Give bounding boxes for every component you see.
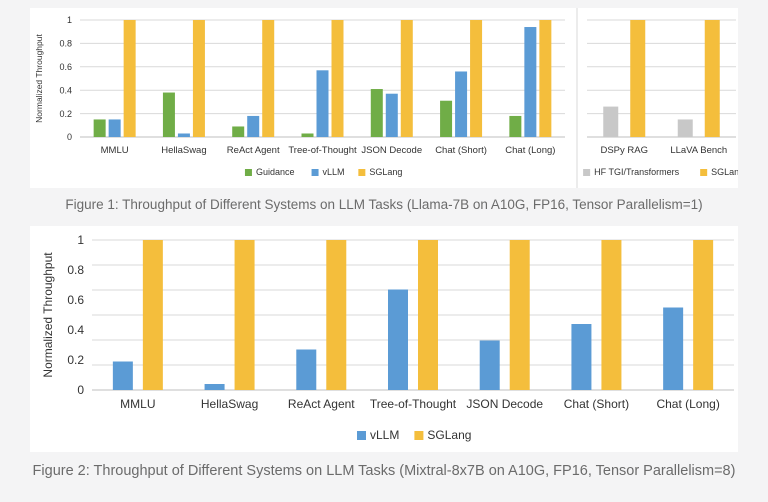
bar-vllm-react-agent (247, 115, 260, 137)
bar-sglang-tree-of-thought (418, 240, 438, 390)
category-label: Chat (Long) (656, 397, 719, 411)
bar-vllm-mmlu (108, 119, 121, 137)
legend-label-vllm: vLLM (323, 167, 345, 177)
legend-label-hf-tgi-transformers: HF TGI/Transformers (594, 167, 680, 177)
bar-hf-tgi-transformers-dspy-rag (603, 106, 619, 137)
category-label: MMLU (120, 397, 155, 411)
bar-sglang-mmlu (123, 20, 136, 137)
category-label: HellaSwag (161, 145, 206, 156)
bar-vllm-tree-of-thought (388, 289, 408, 390)
legend-swatch-sglang (700, 169, 708, 176)
y-tick-label: 0 (67, 132, 72, 142)
category-label: JSON Decode (466, 397, 543, 411)
figure2-panel: 0 0.2 0.4 0.6 0.8 1 Normalized Throughput MMLU H… (30, 226, 738, 452)
category-label: HellaSwag (201, 397, 258, 411)
legend-swatch-sglang (414, 431, 424, 440)
category-label: ReAct Agent (288, 397, 355, 411)
bar-hf-tgi-transformers-llava-bench (677, 119, 693, 137)
bar-sglang-chat-short (470, 20, 483, 137)
bar-guidance-json-decode (370, 89, 383, 137)
category-label: LLaVA Bench (670, 145, 727, 156)
legend-swatch-guidance (244, 169, 252, 176)
bar-sglang-chat-short (601, 240, 622, 390)
bar-vllm-chat-long (524, 27, 537, 137)
y-tick-label: 0.8 (67, 263, 84, 277)
bar-guidance-chat-short (440, 100, 453, 137)
bar-sglang-llava-bench (704, 20, 720, 137)
bar-sglang-hellaswag (192, 20, 205, 137)
y-tick-label: 0.6 (67, 293, 84, 307)
bar-sglang-tree-of-thought (331, 20, 344, 137)
category-label: MMLU (101, 145, 129, 156)
bar-vllm-react-agent (296, 349, 317, 390)
y-tick-label: 1 (67, 15, 72, 25)
bar-vllm-json-decode (479, 340, 500, 390)
bar-guidance-tree-of-thought (301, 133, 314, 137)
category-label: Tree-of-Thought (370, 397, 457, 411)
figure1-caption: Figure 1: Throughput of Different System… (65, 197, 703, 212)
bar-guidance-mmlu (93, 119, 106, 137)
bar-sglang-react-agent (326, 240, 347, 390)
figure2-chart: 0 0.2 0.4 0.6 0.8 1 Normalized Throughput MMLU H… (41, 233, 734, 442)
y-axis-label: Normalized Throughput (41, 252, 55, 378)
y-tick-label: 0.8 (59, 39, 72, 49)
y-axis-label: Normalized Throughput (34, 34, 44, 123)
bar-sglang-chat-long (539, 20, 552, 137)
category-label: Tree-of-Thought (288, 145, 357, 156)
legend-swatch-vllm (357, 431, 366, 440)
y-tick-label: 0.4 (59, 85, 72, 95)
bar-vllm-chat-long (663, 307, 684, 390)
bar-guidance-react-agent (232, 126, 245, 137)
bar-guidance-hellaswag (162, 92, 175, 137)
legend-label-sglang: SGLang (711, 167, 738, 177)
category-label: ReAct Agent (227, 145, 280, 156)
y-tick-label: 0.4 (67, 323, 84, 337)
category-label: Chat (Short) (435, 145, 487, 156)
y-tick-label: 0.2 (59, 109, 72, 119)
bar-sglang-dspy-rag (630, 20, 646, 137)
category-label: JSON Decode (361, 145, 422, 156)
category-label: Chat (Short) (564, 397, 629, 411)
legend-swatch-vllm (311, 169, 319, 176)
category-label: Chat (Long) (505, 145, 555, 156)
legend-swatch-sglang (358, 169, 366, 176)
bar-vllm-tree-of-thought (316, 70, 329, 137)
bar-vllm-json-decode (385, 93, 398, 137)
category-label: DSPy RAG (600, 145, 648, 156)
bar-sglang-json-decode (400, 20, 413, 137)
y-tick-label: 0 (77, 383, 84, 397)
legend-label-sglang: SGLang (369, 167, 402, 177)
legend-swatch-hf-tgi-transformers (583, 169, 591, 176)
bar-vllm-hellaswag (177, 133, 190, 137)
bar-sglang-hellaswag (234, 240, 255, 390)
bar-sglang-mmlu (142, 240, 163, 390)
bar-sglang-chat-long (693, 240, 714, 390)
legend-label-guidance: Guidance (256, 167, 295, 177)
figure1-chart: 0 0.2 0.4 0.6 0.8 1 Normalized Throughput MMLU H… (34, 8, 744, 188)
y-tick-label: 0.6 (59, 62, 72, 72)
legend-label-sglang: SGLang (427, 428, 471, 442)
bar-sglang-json-decode (509, 240, 530, 390)
bar-vllm-hellaswag (204, 384, 225, 390)
bar-sglang-react-agent (262, 20, 275, 137)
bar-guidance-chat-long (509, 115, 522, 137)
y-tick-label: 0.2 (67, 353, 84, 367)
bar-vllm-chat-short (455, 71, 468, 137)
legend-label-vllm: vLLM (370, 428, 399, 442)
bar-vllm-mmlu (112, 361, 133, 390)
bar-vllm-chat-short (571, 324, 592, 390)
figure2-caption: Figure 2: Throughput of Different System… (32, 463, 736, 479)
figure1-panel: 0 0.2 0.4 0.6 0.8 1 Normalized Throughput MMLU H… (30, 8, 744, 188)
y-tick-label: 1 (77, 233, 84, 247)
